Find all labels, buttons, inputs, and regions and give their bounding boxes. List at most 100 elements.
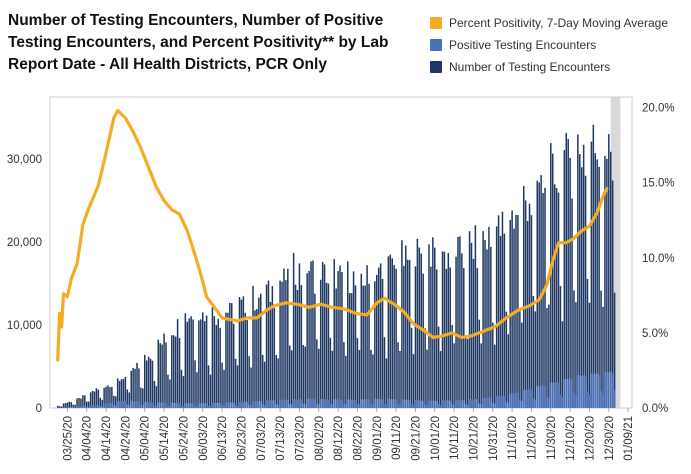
testing-encounters-bar [412, 354, 415, 408]
positive-encounters-bar [196, 406, 198, 408]
positive-encounters-bar [147, 402, 150, 408]
testing-encounters-bar [488, 226, 490, 408]
testing-encounters-bar [258, 297, 260, 408]
testing-encounters-bar [269, 301, 272, 408]
x-tick-label: 06/23/20 [236, 416, 248, 461]
positive-encounters-bar [522, 389, 525, 408]
testing-encounters-bar [453, 343, 455, 408]
testing-encounters-bar [582, 144, 585, 408]
positive-encounters-bar [383, 403, 386, 408]
testing-encounters-bar [455, 256, 457, 408]
testing-encounters-bar [172, 335, 175, 408]
positive-encounters-bar [201, 403, 204, 408]
positive-encounters-bar [318, 404, 320, 408]
testing-encounters-bar [586, 278, 589, 408]
positive-encounters-bar [159, 402, 161, 408]
testing-encounters-bar [544, 187, 546, 408]
positive-encounters-bar [192, 403, 194, 408]
testing-encounters-bar [302, 344, 305, 408]
testing-encounters-bar [331, 350, 334, 408]
positive-encounters-bar [434, 400, 436, 408]
positive-encounters-bar [72, 407, 74, 408]
positive-encounters-bar [163, 402, 165, 408]
positive-encounters-bar [325, 399, 328, 408]
positive-encounters-bar [103, 403, 105, 408]
x-tick-label: 08/02/20 [314, 416, 326, 461]
testing-encounters-bar [426, 349, 428, 408]
legend-swatch-testing-encounters [430, 61, 442, 73]
positive-encounters-bar [455, 399, 457, 408]
testing-encounters-bar [107, 385, 109, 408]
testing-encounters-bar [250, 367, 252, 408]
positive-encounters-bar [109, 403, 111, 408]
positive-encounters-bar [300, 399, 303, 408]
testing-encounters-bar [122, 379, 125, 408]
positive-encounters-bar [76, 406, 78, 408]
positive-encounters-bar [169, 405, 171, 408]
legend-item-percent-positivity[interactable]: Percent Positivity, 7-Day Moving Average [430, 12, 668, 34]
x-tick-label: 10/31/20 [488, 416, 500, 461]
positive-encounters-bar [405, 399, 407, 408]
positive-encounters-bar [244, 401, 247, 408]
positive-encounters-bar [428, 400, 430, 408]
testing-encounters-bar [416, 238, 419, 408]
x-tick-label: 12/30/20 [604, 416, 616, 461]
x-tick-label: 08/12/20 [333, 416, 345, 461]
testing-encounters-bar [592, 124, 595, 409]
positive-encounters-bar [97, 405, 100, 408]
x-tick-label: 04/14/20 [101, 416, 113, 461]
positive-encounters-bar [263, 404, 266, 408]
positive-encounters-bar [488, 397, 490, 408]
testing-encounters-bar [292, 252, 295, 408]
testing-encounters-bar [308, 270, 310, 408]
testing-encounters-bar [167, 374, 169, 408]
testing-encounters-bar [434, 247, 436, 408]
x-tick-label: 10/21/20 [468, 416, 480, 461]
testing-encounters-bar [267, 280, 270, 408]
x-tick-label: 04/24/20 [120, 416, 132, 461]
positive-encounters-bar [596, 373, 598, 408]
positive-encounters-bar [569, 378, 571, 408]
y-left-tick-label: 0 [36, 403, 42, 415]
testing-encounters-bar [530, 215, 533, 408]
positive-encounters-bar [432, 400, 434, 408]
testing-encounters-bar [329, 337, 332, 408]
testing-encounters-bar [114, 396, 117, 408]
testing-encounters-bar [171, 335, 173, 408]
testing-encounters-bar [147, 356, 150, 408]
positive-encounters-bar [62, 407, 65, 408]
positive-encounters-bars [56, 371, 616, 408]
legend-item-positive-encounters[interactable]: Positive Testing Encounters [430, 34, 668, 56]
positive-encounters-bar [590, 373, 593, 408]
positive-encounters-bar [362, 399, 364, 408]
testing-encounters-bar [294, 284, 297, 408]
positive-encounters-bar [153, 405, 156, 408]
testing-encounters-bar [143, 354, 146, 408]
positive-encounters-bar [316, 403, 318, 408]
positive-encounters-bar [136, 401, 138, 408]
testing-encounters-bar [155, 386, 158, 408]
positive-encounters-bar [451, 404, 453, 408]
positive-encounters-bar [205, 403, 208, 408]
testing-encounters-bar [391, 258, 393, 408]
positive-encounters-bar [308, 398, 310, 408]
positive-encounters-bar [563, 378, 566, 408]
testing-encounters-bar [428, 244, 430, 408]
testing-encounters-bar [567, 138, 569, 409]
testing-encounters-bar [327, 283, 330, 408]
positive-encounters-bar [66, 407, 69, 408]
x-tick-label: 05/24/20 [178, 416, 190, 461]
positive-encounters-bar [347, 399, 349, 408]
positive-encounters-bar [242, 401, 245, 408]
testing-encounters-bar [343, 342, 345, 408]
x-tick-label: 09/11/20 [391, 416, 403, 460]
legend-item-testing-encounters[interactable]: Number of Testing Encounters [430, 56, 668, 78]
testing-encounters-bar [445, 268, 448, 408]
positive-encounters-bar [366, 399, 368, 408]
positive-encounters-bar [368, 399, 370, 408]
testing-encounters-bar [435, 269, 438, 408]
x-tick-label: 09/21/20 [410, 416, 422, 461]
positive-encounters-bar [490, 397, 492, 408]
testing-encounters-bar [459, 236, 461, 408]
testing-encounters-bar [534, 311, 537, 408]
